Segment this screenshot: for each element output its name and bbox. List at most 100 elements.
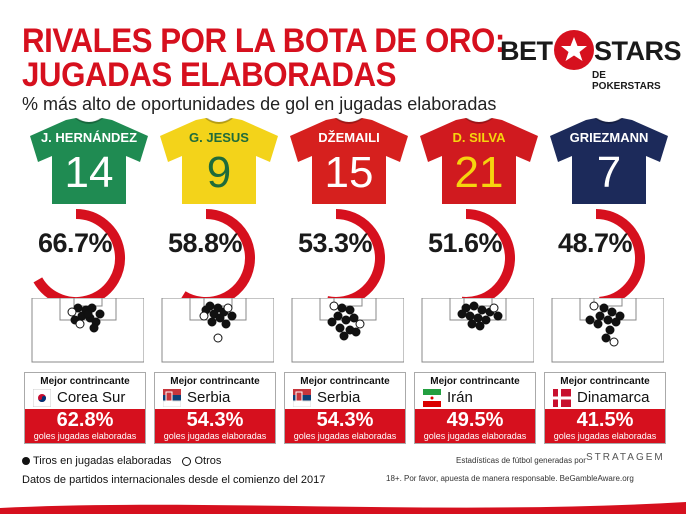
iran-flag-icon — [423, 389, 441, 407]
player-number: 15 — [324, 148, 374, 197]
jersey-icon — [418, 118, 540, 204]
shot-dot — [327, 317, 337, 327]
opponent-percentage: 62.8% — [56, 409, 114, 431]
player-percentage: 66.7% — [37, 228, 113, 258]
shot-dot — [457, 309, 467, 319]
player-number: 7 — [596, 148, 622, 197]
other-shot-dot — [609, 337, 619, 347]
shot-dot — [337, 303, 347, 313]
player-percentage: 53.3% — [297, 228, 373, 258]
shot-dot — [593, 319, 603, 329]
jersey-icon — [28, 118, 150, 204]
player-number: 14 — [64, 148, 114, 197]
opponent-stat-band — [155, 409, 275, 443]
shot-dot — [207, 317, 217, 327]
shot-dot — [493, 311, 503, 321]
player-column: GRIEZMANN 7 48.7% Mejor contrincante Din… — [544, 118, 674, 448]
legend: Tiros en jugadas elaboradas Otros — [22, 455, 221, 467]
other-shot-dot — [67, 307, 77, 317]
opponent-stat-caption: goles jugadas elaboradas — [423, 431, 527, 441]
legend-open-label: Otros — [194, 455, 222, 467]
shot-dot — [215, 313, 225, 323]
card-label: Mejor contrincante — [300, 376, 390, 387]
best-opponent-card: Mejor contrincante Serbia 54.3% goles ju… — [154, 372, 276, 444]
opponent-stat-caption: goles jugadas elaboradas — [553, 431, 657, 441]
jersey-icon — [288, 118, 410, 204]
title-line-1: RIVALES POR LA BOTA DE ORO: — [22, 22, 505, 60]
best-opponent-card: Mejor contrincante Dinamarca 41.5% goles… — [544, 372, 666, 444]
other-shot-dot — [213, 333, 223, 343]
stats-credit: Estadísticas de fútbol generadas por — [456, 456, 586, 465]
shot-dot — [605, 325, 615, 335]
gauge-arc — [595, 209, 645, 306]
page-title: RIVALES POR LA BOTA DE ORO: JUGADAS ELAB… — [22, 24, 505, 92]
shot-dot — [341, 315, 351, 325]
shot-dot — [607, 307, 617, 317]
shot-dot — [95, 309, 105, 319]
other-shot-dot — [355, 319, 365, 329]
shot-pitch-map — [161, 298, 274, 363]
shot-dot — [465, 311, 475, 321]
shot-dot — [595, 311, 605, 321]
shot-dot — [349, 313, 359, 323]
shot-pitch-map — [421, 298, 534, 363]
card-label: Mejor contrincante — [430, 376, 520, 387]
shot-dot — [481, 315, 491, 325]
shot-dot — [345, 305, 355, 315]
player-name: D. SILVA — [452, 130, 506, 145]
opponent-stat-band — [285, 409, 405, 443]
open-dot-icon — [182, 456, 192, 466]
opponent-name: Dinamarca — [577, 389, 650, 406]
opponent-percentage: 41.5% — [576, 409, 634, 431]
player-percentage: 58.8% — [167, 228, 243, 258]
legend-filled-label: Tiros en jugadas elaboradas — [33, 455, 172, 467]
opponent-stat-caption: goles jugadas elaboradas — [33, 431, 137, 441]
player-column: D. SILVA 21 51.6% Mejor contrincante Irá… — [414, 118, 544, 448]
other-shot-dot — [75, 319, 85, 329]
shot-pitch-map — [31, 298, 144, 363]
opponent-stat-band — [25, 409, 145, 443]
player-percentage: 48.7% — [557, 228, 633, 258]
opponent-percentage: 54.3% — [316, 409, 374, 431]
serbia-flag-icon — [162, 389, 182, 408]
shot-dot — [83, 309, 93, 319]
shot-dot — [603, 315, 613, 325]
shot-dot — [339, 331, 349, 341]
opponent-name: Corea Sur — [57, 389, 126, 406]
player-column: DŽEMAILI 15 53.3% Mejor contrincante Ser… — [284, 118, 414, 448]
player-column: J. HERNÁNDEZ 14 66.7% Mejor contrincante… — [24, 118, 154, 448]
opponent-stat-band — [545, 409, 665, 443]
opponent-stat-band — [415, 409, 535, 443]
data-note: Datos de partidos internacionales desde … — [22, 474, 326, 486]
betstars-logo: BET STARS DE POKERSTARS — [500, 30, 682, 92]
shot-dot — [601, 333, 611, 343]
shot-dot — [89, 323, 99, 333]
shot-dot — [475, 321, 485, 331]
card-label: Mejor contrincante — [170, 376, 260, 387]
shot-pitch-map — [551, 298, 664, 363]
player-name: DŽEMAILI — [318, 130, 380, 145]
logo-bet-text: BET — [500, 36, 553, 66]
denmark-flag-icon — [553, 389, 571, 407]
stratagem-logo: STRATAGEM — [586, 452, 665, 463]
shot-dot — [221, 319, 231, 329]
filled-dot-icon — [22, 457, 30, 466]
shot-dot — [585, 315, 595, 325]
shot-dot — [333, 311, 343, 321]
title-line-2: JUGADAS ELABORADAS — [22, 56, 397, 94]
best-opponent-card: Mejor contrincante Serbia 54.3% goles ju… — [284, 372, 406, 444]
percentage-gauge — [595, 209, 645, 306]
shot-dot — [227, 311, 237, 321]
shot-dot — [477, 305, 487, 315]
shot-dot — [615, 311, 625, 321]
other-shot-dot — [589, 301, 599, 311]
shot-dot — [469, 301, 479, 311]
other-shot-dot — [223, 303, 233, 313]
footer-red-band — [0, 502, 686, 514]
shot-dot — [335, 323, 345, 333]
opponent-name: Irán — [447, 389, 473, 406]
opponent-name: Serbia — [187, 389, 231, 406]
responsible-gambling-note: 18+. Por favor, apuesta de manera respon… — [386, 474, 634, 483]
player-name: G. JESUS — [189, 130, 249, 145]
best-opponent-card: Mejor contrincante Corea Sur 62.8% goles… — [24, 372, 146, 444]
